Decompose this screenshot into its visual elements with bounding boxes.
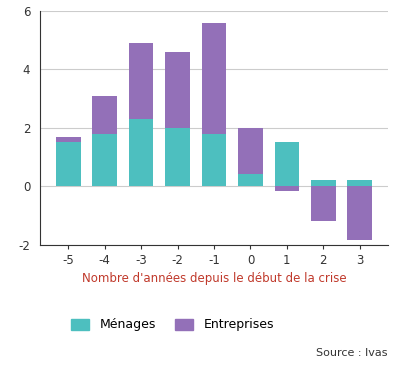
Bar: [129, 119, 154, 186]
Bar: [92, 96, 117, 134]
Bar: [202, 134, 226, 186]
Text: Source : Ivas: Source : Ivas: [316, 348, 388, 358]
Bar: [202, 23, 226, 134]
Bar: [56, 142, 81, 186]
Bar: [347, 180, 372, 186]
Bar: [165, 52, 190, 128]
Bar: [274, 142, 299, 186]
Bar: [311, 180, 336, 186]
Bar: [347, 186, 372, 240]
Bar: [56, 137, 81, 142]
Legend: Ménages, Entreprises: Ménages, Entreprises: [66, 314, 279, 337]
X-axis label: Nombre d'années depuis le début de la crise: Nombre d'années depuis le début de la cr…: [82, 272, 346, 285]
Bar: [238, 128, 263, 174]
Bar: [165, 128, 190, 186]
Bar: [129, 43, 154, 119]
Bar: [311, 186, 336, 221]
Bar: [238, 174, 263, 186]
Bar: [274, 186, 299, 191]
Bar: [92, 134, 117, 186]
